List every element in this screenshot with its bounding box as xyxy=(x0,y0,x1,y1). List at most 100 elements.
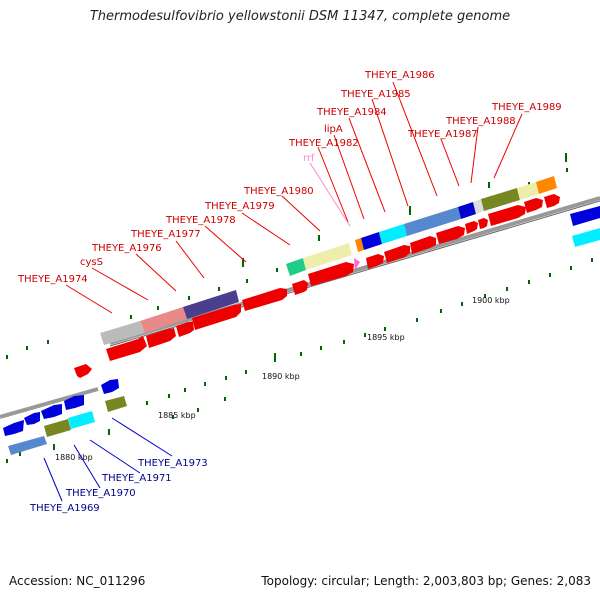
cds-arrow xyxy=(544,194,560,208)
cds-arrow xyxy=(410,236,436,254)
feature-bar xyxy=(286,258,306,276)
scale-label: 1900 kbp xyxy=(472,296,510,305)
tick-row-upper xyxy=(6,153,568,359)
gene-label-forward: THEYE_A1982 xyxy=(288,138,359,149)
leader-line xyxy=(43,457,63,502)
rrf-leader-line xyxy=(309,162,351,227)
gene-label-forward: THEYE_A1977 xyxy=(130,229,201,240)
scale-label: 1890 kbp xyxy=(262,372,300,381)
leader-line xyxy=(392,81,438,197)
map-title: Thermodesulfovibrio yellowstonii DSM 113… xyxy=(89,9,511,24)
backbone-lower xyxy=(0,387,99,419)
leader-line xyxy=(89,439,141,474)
backbone-upper-shadow xyxy=(109,200,600,347)
cds-arrow-reverse xyxy=(3,420,24,436)
cds-arrow xyxy=(308,262,354,286)
leader-line xyxy=(333,134,365,220)
gene-label-forward: THEYE_A1987 xyxy=(407,129,478,140)
cds-arrow xyxy=(106,336,147,361)
feature-bar xyxy=(183,290,239,319)
gene-label-reverse: THEYE_A1970 xyxy=(65,488,136,499)
feature-bar xyxy=(140,307,187,333)
genome-summary-text: Topology: circular; Length: 2,003,803 bp… xyxy=(261,574,591,588)
feature-bar xyxy=(570,206,600,226)
feature-band xyxy=(100,176,600,345)
feature-bar xyxy=(361,232,382,250)
cds-arrow xyxy=(366,254,384,269)
feature-bar xyxy=(105,396,127,412)
cds-arrow xyxy=(74,364,92,378)
feature-bar xyxy=(100,321,145,345)
feature-bar xyxy=(303,243,352,270)
leader-line xyxy=(175,240,205,279)
cds-arrow xyxy=(146,328,176,348)
leader-line xyxy=(493,113,523,179)
feature-bar xyxy=(473,199,484,214)
cds-arrow-reverse xyxy=(101,379,119,394)
cds-arrow xyxy=(242,288,287,311)
feature-bar xyxy=(517,182,539,200)
gene-label-forward: THEYE_A1985 xyxy=(340,89,411,100)
reverse-cds-track xyxy=(3,379,127,455)
feature-bar xyxy=(379,224,407,244)
gene-label-forward: THEYE_A1984 xyxy=(316,107,387,118)
gene-label-forward: THEYE_A1986 xyxy=(364,70,435,81)
leader-line xyxy=(440,138,460,187)
feature-bar xyxy=(8,436,47,455)
feature-bar xyxy=(572,228,600,247)
cds-arrow xyxy=(384,245,410,263)
leader-line xyxy=(73,444,101,489)
leader-line xyxy=(91,267,149,301)
leader-line xyxy=(470,126,479,184)
rrna-label: rrf xyxy=(303,153,315,164)
accession-text: Accession: NC_011296 xyxy=(9,574,146,588)
leader-line xyxy=(111,417,173,457)
gene-label-forward: THEYE_A1988 xyxy=(445,116,516,127)
leader-line xyxy=(135,253,177,292)
tick-row-lower xyxy=(6,258,593,463)
gene-label-reverse: THEYE_A1973 xyxy=(137,458,208,469)
rrna-arrow xyxy=(354,258,360,270)
gene-label-reverse: THEYE_A1969 xyxy=(29,503,100,514)
scale-label: 1895 kbp xyxy=(367,333,405,342)
cds-arrow xyxy=(192,304,241,330)
leader-lines-forward xyxy=(65,81,523,314)
leader-lines-reverse xyxy=(43,417,173,502)
scale-label: 1880 kbp xyxy=(55,453,93,462)
feature-bar xyxy=(68,411,95,429)
leader-line xyxy=(204,225,247,263)
gene-label-forward: THEYE_A1978 xyxy=(165,215,236,226)
cds-arrow xyxy=(478,218,488,229)
leader-line xyxy=(241,212,291,246)
leader-line xyxy=(281,195,321,232)
feature-bar xyxy=(44,419,71,437)
gene-label-forward: THEYE_A1979 xyxy=(204,201,275,212)
leader-line xyxy=(317,146,349,223)
leader-line xyxy=(371,98,409,207)
cds-arrow xyxy=(436,226,465,244)
gene-label-forward: cysS xyxy=(80,257,103,268)
gene-label-forward: THEYE_A1976 xyxy=(91,243,162,254)
leader-line xyxy=(65,284,113,314)
cds-arrow-reverse xyxy=(41,404,62,419)
backbone-upper xyxy=(109,196,600,345)
cds-arrow-reverse xyxy=(24,412,40,425)
feature-bar xyxy=(355,238,364,252)
gene-label-reverse: THEYE_A1971 xyxy=(101,473,172,484)
cds-arrow xyxy=(292,280,308,295)
gene-label-forward: THEYE_A1989 xyxy=(491,102,562,113)
cds-arrow xyxy=(524,198,543,213)
feature-bar xyxy=(404,207,461,236)
cds-arrow xyxy=(176,322,194,337)
gene-label-forward: THEYE_A1974 xyxy=(17,274,88,285)
leader-line xyxy=(348,117,386,213)
feature-bar xyxy=(458,202,476,219)
scale-label: 1885 kbp xyxy=(158,411,196,420)
forward-cds-track xyxy=(74,194,560,378)
cds-arrow xyxy=(488,205,526,226)
cds-arrow-reverse xyxy=(64,395,84,410)
cds-arrow xyxy=(465,221,478,234)
feature-bar xyxy=(536,176,557,194)
